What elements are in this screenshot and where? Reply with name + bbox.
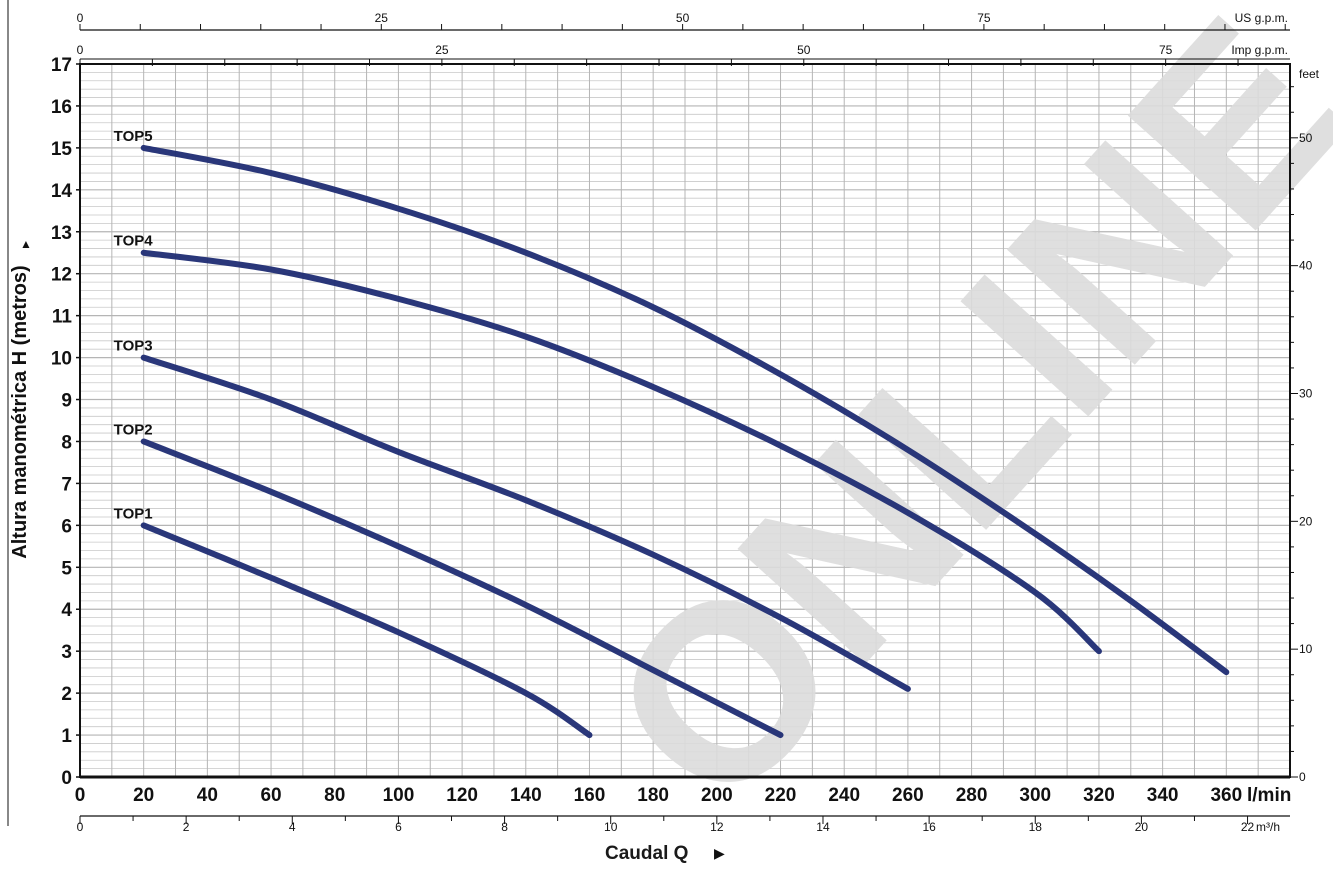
y-tick-label: 0 — [61, 768, 72, 789]
y-tick-label: 15 — [51, 139, 73, 160]
y-tick-label: 13 — [51, 223, 72, 244]
series-line-top1 — [140, 522, 593, 739]
m3h-tick-label: 4 — [289, 820, 296, 834]
x-tick-label: 60 — [260, 785, 281, 806]
feet-tick-label: 0 — [1299, 770, 1306, 784]
series-label-top3: TOP3 — [114, 338, 153, 355]
y-tick-label: 16 — [51, 97, 72, 118]
y-tick-label: 1 — [61, 726, 72, 747]
x-tick-label: 120 — [446, 785, 478, 806]
x-tick-label: 0 — [75, 785, 86, 806]
m3h-tick-label: 6 — [395, 820, 402, 834]
series-line-top2 — [140, 438, 784, 739]
m3h-tick-label: 14 — [816, 820, 830, 834]
us-gpm-tick-label: 25 — [375, 11, 389, 25]
imp-gpm-tick-label: 25 — [435, 43, 449, 57]
m3h-unit-label: m³/h — [1256, 820, 1280, 834]
x-tick-label: 100 — [383, 785, 415, 806]
x-tick-label: 140 — [510, 785, 542, 806]
x-tick-label: 180 — [637, 785, 669, 806]
series-layer: TOP1 TOP2 TOP3 TOP4 TOP5 — [114, 128, 1230, 739]
us-gpm-tick-label: 75 — [977, 11, 991, 25]
feet-tick-label: 50 — [1299, 131, 1313, 145]
y-tick-label: 5 — [61, 558, 72, 579]
feet-tick-label: 20 — [1299, 514, 1313, 528]
m3h-tick-label: 20 — [1135, 820, 1149, 834]
watermark-layer: ONLINE — [556, 0, 1333, 856]
x-tick-label: 240 — [828, 785, 860, 806]
m3h-tick-label: 16 — [922, 820, 936, 834]
feet-tick-label: 30 — [1299, 386, 1313, 400]
m3h-tick-label: 18 — [1029, 820, 1043, 834]
us-gpm-tick-label: 50 — [676, 11, 690, 25]
x-tick-label: 320 — [1083, 785, 1115, 806]
x-tick-label: 200 — [701, 785, 733, 806]
y-tick-label: 6 — [61, 516, 72, 537]
x-tick-label: 260 — [892, 785, 924, 806]
x-tick-label: 80 — [324, 785, 345, 806]
x-tick-label: 340 — [1147, 785, 1179, 806]
series-line-top5 — [140, 144, 1230, 676]
x-tick-label: 300 — [1019, 785, 1051, 806]
feet-unit-label: feet — [1299, 67, 1320, 81]
m3h-tick-label: 0 — [77, 820, 84, 834]
feet-tick-label: 10 — [1299, 642, 1313, 656]
m3h-tick-label: 10 — [604, 820, 618, 834]
x-tick-label: 40 — [197, 785, 218, 806]
y-tick-label: 8 — [61, 432, 72, 453]
x-tick-label: 160 — [574, 785, 606, 806]
y-tick-label: 9 — [61, 391, 72, 412]
x-tick-label: 280 — [956, 785, 988, 806]
y-axis-title: Altura manométrica H (metros) — [9, 265, 31, 558]
series-line-top3 — [140, 354, 911, 692]
m3h-tick-label: 8 — [501, 820, 508, 834]
m3h-tick-label: 22 — [1241, 820, 1255, 834]
series-label-top5: TOP5 — [114, 128, 153, 145]
y-tick-label: 17 — [51, 55, 72, 76]
y-tick-label: 12 — [51, 265, 72, 286]
x-tick-label: 220 — [765, 785, 797, 806]
y-tick-label: 10 — [51, 349, 72, 370]
us-gpm-unit-label: US g.p.m. — [1235, 11, 1288, 25]
m3h-tick-label: 12 — [710, 820, 724, 834]
feet-tick-label: 40 — [1299, 259, 1313, 273]
y-tick-label: 11 — [52, 307, 73, 328]
x-unit-label: l/min — [1247, 785, 1291, 806]
y-axis-arrow: ▲ — [20, 237, 32, 251]
m3h-tick-label: 2 — [183, 820, 190, 834]
imp-gpm-unit-label: Imp g.p.m. — [1231, 43, 1288, 57]
imp-gpm-tick-label: 50 — [797, 43, 811, 57]
x-axis-title: Caudal Q — [605, 843, 688, 864]
x-tick-label: 360 — [1210, 785, 1242, 806]
y-tick-label: 4 — [61, 600, 72, 621]
y-tick-label: 14 — [51, 181, 73, 202]
us-gpm-tick-label: 0 — [77, 11, 84, 25]
imp-gpm-tick-label: 0 — [77, 43, 84, 57]
imp-gpm-tick-label: 75 — [1159, 43, 1173, 57]
y-tick-label: 3 — [61, 642, 72, 663]
series-label-top2: TOP2 — [114, 421, 153, 438]
x-tick-label: 20 — [133, 785, 154, 806]
series-line-top4 — [140, 249, 1102, 655]
x-axis-arrow: ▶ — [714, 845, 725, 861]
series-label-top4: TOP4 — [114, 233, 154, 250]
watermark-group: ONLINE — [556, 0, 1333, 856]
series-label-top1: TOP1 — [114, 505, 153, 522]
watermark-text: ONLINE — [556, 0, 1333, 856]
y-tick-label: 2 — [61, 684, 72, 705]
y-tick-label: 7 — [61, 474, 72, 495]
